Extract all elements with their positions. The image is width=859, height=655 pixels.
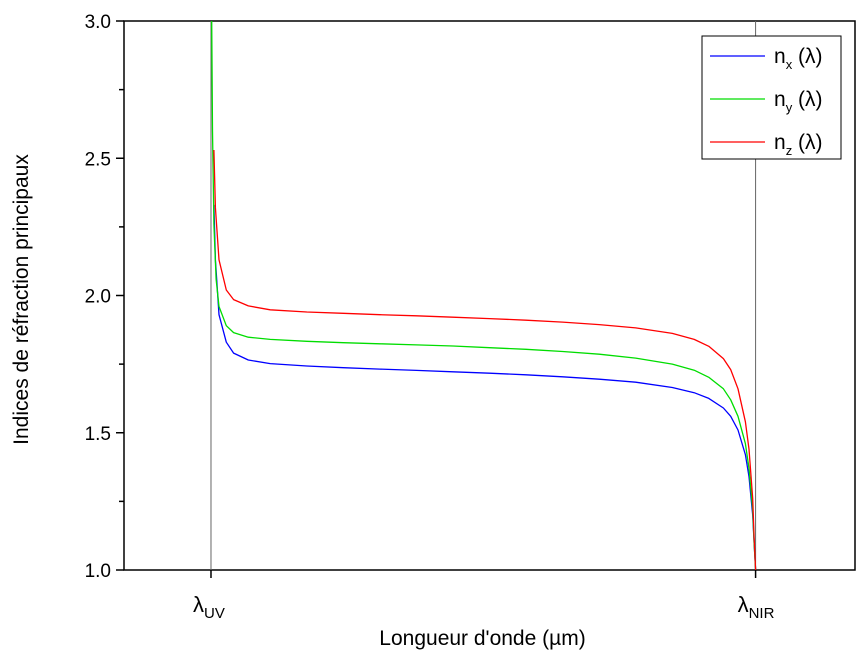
y-axis: 1.0 1.5 2.0 2.5 3.0 (85, 12, 124, 582)
plot-area (123, 20, 856, 571)
series-line-x (213, 204, 757, 571)
legend-label-x: nx (λ) (774, 45, 823, 72)
series-line-y (211, 20, 757, 571)
x-axis: λUV λNIR (193, 570, 775, 622)
y-tick-label-1: 1.5 (85, 424, 111, 445)
reference-lines (210, 21, 757, 570)
legend-label-z: nz (λ) (774, 131, 823, 158)
legend-label-y: ny (λ) (774, 88, 823, 115)
y-tick-label-2: 2.0 (85, 287, 111, 308)
x-axis-title: Longueur d'onde (µm) (379, 627, 585, 650)
x-tick-label-1: λNIR (738, 592, 775, 622)
x-tick-label-0: λUV (193, 592, 225, 622)
series-lines (211, 20, 757, 571)
legend: nx (λ) ny (λ) nz (λ) (701, 35, 842, 160)
y-axis-title: Indices de réfraction principaux (10, 154, 33, 445)
y-tick-label-3: 2.5 (85, 149, 111, 170)
series-line-z (213, 149, 757, 571)
y-tick-label-0: 1.0 (85, 561, 111, 582)
y-tick-label-4: 3.0 (85, 12, 111, 33)
